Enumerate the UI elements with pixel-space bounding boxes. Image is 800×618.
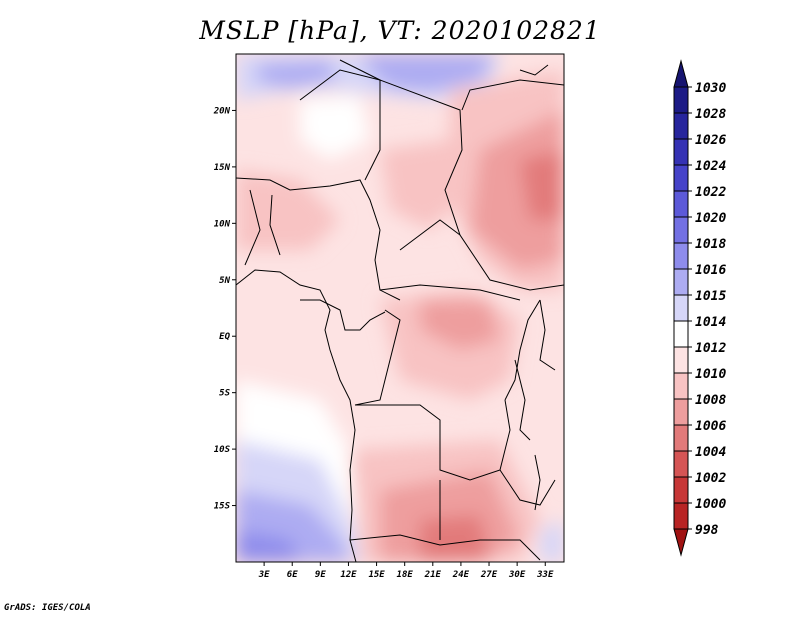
colorbar-swatch [673, 346, 689, 374]
colorbar-label: 1008 [695, 393, 726, 408]
lon-tick-label: 27E [480, 570, 498, 580]
colorbar-label: 1015 [695, 289, 726, 304]
colorbar-swatch [673, 216, 689, 244]
mslp-figure: 20N 15N 10N 5N EQ 5S 10S 15S 3E 6E 9E 12E 15E 18E 21E… [213, 53, 726, 580]
lat-tick-label: 5N [219, 276, 230, 286]
lat-tick-label: 20N [213, 106, 231, 116]
lat-tick-label: 15N [214, 163, 231, 173]
colorbar-label: 1000 [695, 497, 726, 512]
lon-tick-label: 9E [315, 570, 326, 580]
colorbar-swatch [673, 164, 689, 192]
colorbar-swatch [673, 450, 689, 478]
colorbar-swatch [673, 320, 689, 348]
lat-tick-label: 15S [214, 502, 231, 512]
colorbar: 1030 1028 1026 1024 1022 1020 1018 1016 1015 1014… [673, 59, 726, 557]
map-title: MSLP [hPa], VT: 2020102821 [199, 16, 601, 45]
colorbar-swatch [673, 86, 689, 114]
colorbar-swatch [673, 242, 689, 270]
colorbar-label: 1010 [695, 367, 726, 382]
map-frame [235, 53, 565, 563]
colorbar-label: 998 [695, 523, 719, 538]
colorbar-label: 1024 [695, 159, 726, 174]
colorbar-label: 1030 [695, 81, 726, 96]
colorbar-bottom-cap [673, 528, 689, 557]
lon-tick-label: 24E [452, 570, 470, 580]
colorbar-label: 1018 [695, 237, 726, 252]
colorbar-label: 1002 [695, 471, 726, 486]
country-borders [236, 59, 564, 562]
pressure-field [236, 54, 564, 562]
colorbar-label: 1022 [695, 185, 726, 200]
lon-tick-label: 33E [536, 570, 554, 580]
colorbar-swatch [673, 372, 689, 400]
lon-tick-label: 15E [368, 570, 385, 580]
grads-credit: GrADS: IGES/COLA [4, 603, 91, 613]
colorbar-swatch [673, 294, 689, 322]
lon-tick-label: 6E [287, 570, 298, 580]
lon-tick-label: 30E [508, 570, 526, 580]
lon-tick-label: 18E [397, 570, 414, 580]
colorbar-top-cap [673, 59, 689, 88]
colorbar-swatch [673, 138, 689, 166]
lat-tick-label: 5S [219, 389, 230, 399]
colorbar-swatch [673, 476, 689, 504]
lon-tick-label: 21E [424, 570, 442, 580]
lat-tick-label: EQ [219, 332, 230, 342]
colorbar-label: 1012 [695, 341, 726, 356]
colorbar-label: 1016 [695, 263, 726, 278]
colorbar-swatch [673, 398, 689, 426]
colorbar-swatch [673, 190, 689, 218]
colorbar-swatch [673, 502, 689, 530]
colorbar-swatch [673, 112, 689, 140]
colorbar-swatch [673, 424, 689, 452]
colorbar-swatch [673, 268, 689, 296]
colorbar-label: 1026 [695, 133, 726, 148]
colorbar-label: 1020 [695, 211, 726, 226]
lat-tick-label: 10N [214, 219, 231, 229]
lat-tick-label: 10S [214, 445, 231, 455]
colorbar-label: 1014 [695, 315, 726, 330]
colorbar-label: 1028 [695, 107, 726, 122]
longitude-axis: 3E 6E 9E 12E 15E 18E 21E 24E 27E 30E 33E [258, 562, 554, 580]
colorbar-label: 1004 [695, 445, 726, 460]
lon-tick-label: 12E [340, 570, 357, 580]
lon-tick-label: 3E [258, 570, 270, 580]
latitude-axis: 20N 15N 10N 5N EQ 5S 10S 15S [213, 106, 236, 512]
colorbar-label: 1006 [695, 419, 726, 434]
